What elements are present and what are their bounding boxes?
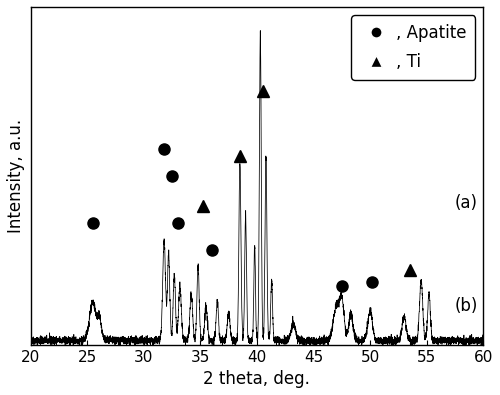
Legend: , Apatite, , Ti: , Apatite, , Ti xyxy=(351,15,475,80)
Text: (b): (b) xyxy=(454,297,477,315)
X-axis label: 2 theta, deg.: 2 theta, deg. xyxy=(204,370,310,388)
Y-axis label: Intensity, a.u.: Intensity, a.u. xyxy=(7,119,25,233)
Text: (a): (a) xyxy=(454,194,477,212)
